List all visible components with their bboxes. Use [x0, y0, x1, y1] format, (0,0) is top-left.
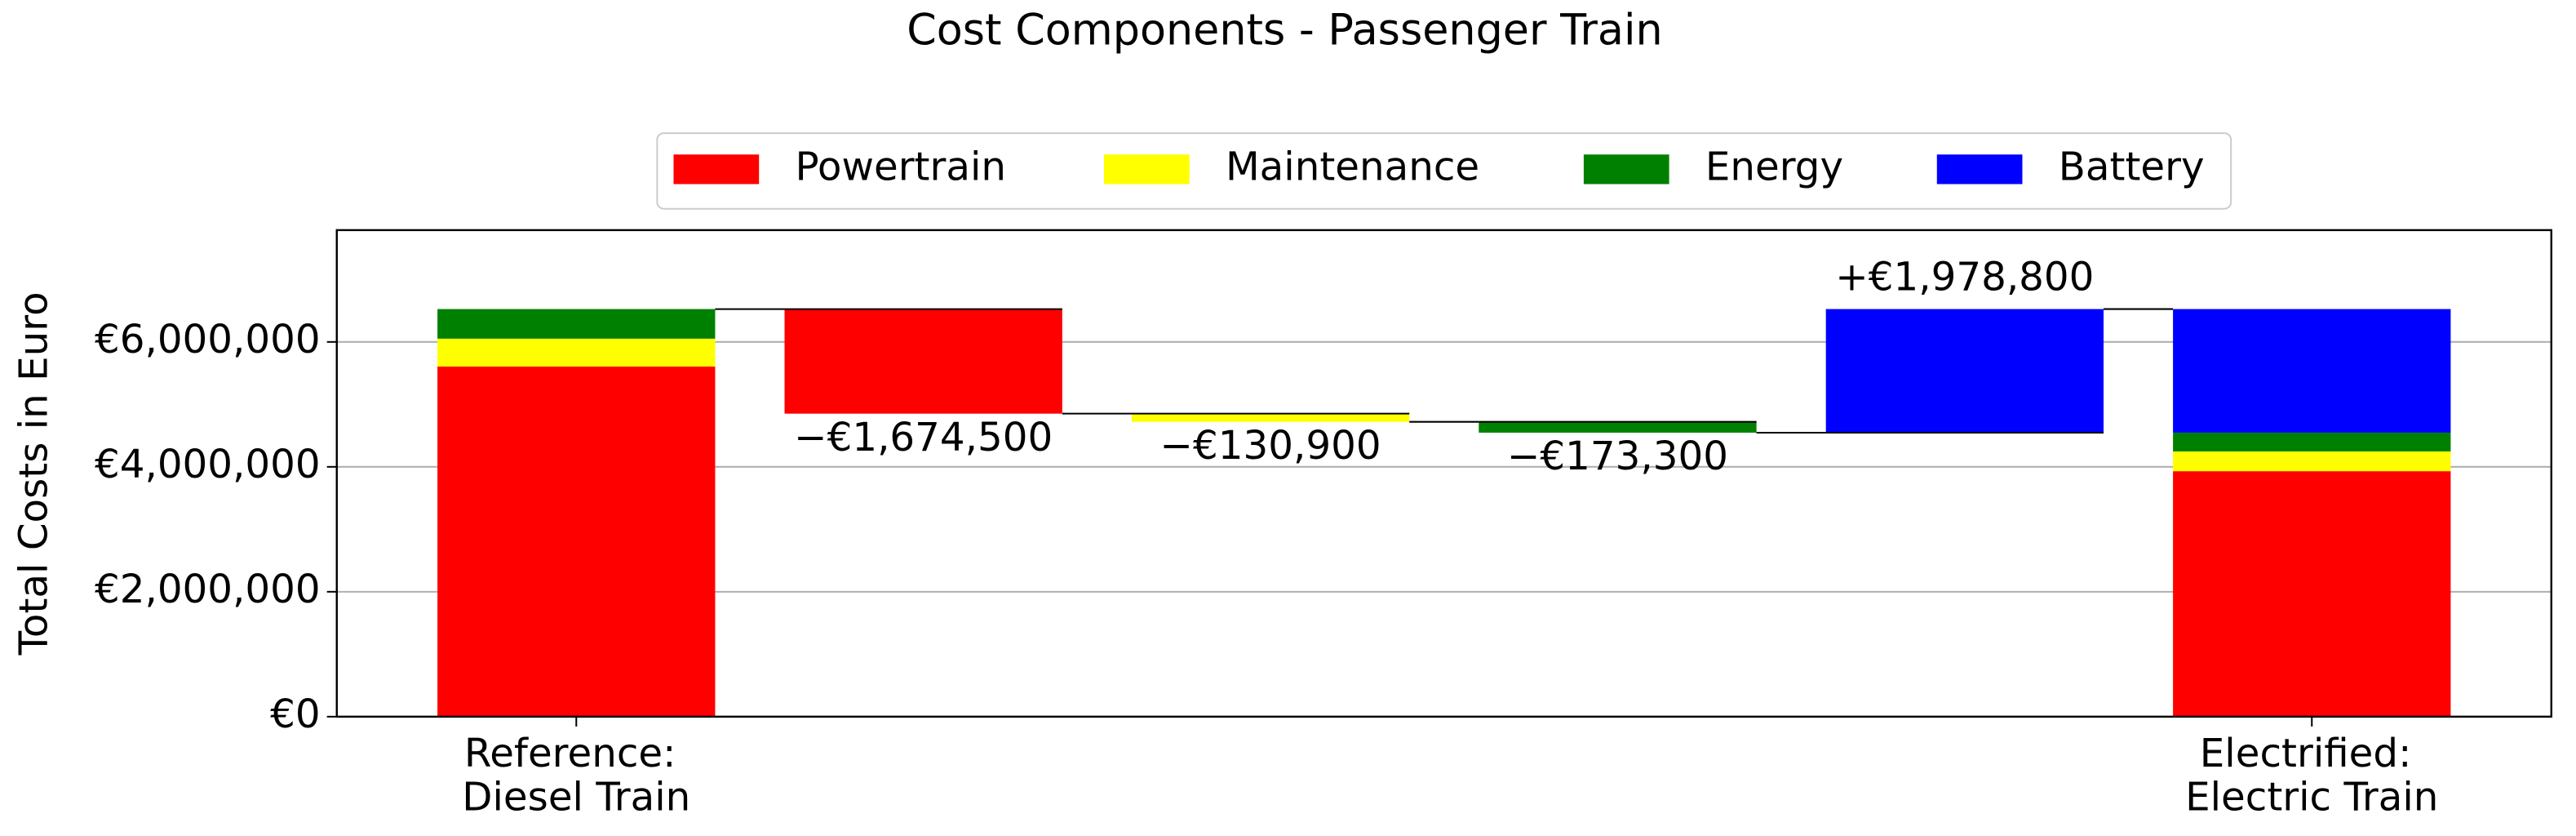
legend-swatch [673, 154, 760, 185]
x-tick-label: Electrified: Electric Train [2185, 731, 2438, 820]
y-tick-label: €6,000,000 [95, 317, 321, 362]
legend-swatch [1936, 154, 2023, 185]
stacked-segment [437, 309, 716, 339]
stacked-segment [2173, 432, 2451, 451]
stacked-segment [2173, 471, 2451, 717]
legend-swatch [1583, 154, 1669, 185]
value-label: −€130,900 [1160, 423, 1381, 469]
value-label: −€1,674,500 [794, 415, 1053, 460]
y-tick-label: €2,000,000 [95, 567, 321, 612]
value-label: −€173,300 [1507, 434, 1728, 479]
stacked-segment [2173, 309, 2451, 433]
legend-box [656, 132, 2232, 210]
step-bar [1479, 421, 1757, 433]
legend-swatch [1104, 154, 1190, 185]
legend-label: Powertrain [795, 144, 1006, 189]
y-tick-label: €0 [270, 691, 320, 737]
step-bar [784, 309, 1062, 414]
stacked-segment [437, 338, 716, 367]
legend-label: Maintenance [1226, 144, 1479, 189]
chart-title: Cost Components - Passenger Train [907, 5, 1662, 55]
stacked-segment [2173, 451, 2451, 472]
step-bar [1825, 309, 2104, 433]
value-label: +€1,978,800 [1835, 254, 2094, 300]
plot-frame [335, 229, 2552, 718]
legend-label: Battery [2059, 144, 2205, 189]
y-axis-label: Total Costs in Euro [11, 291, 56, 656]
legend-label: Energy [1705, 144, 1843, 189]
y-tick-label: €4,000,000 [95, 442, 321, 487]
step-bar [1131, 413, 1410, 422]
stacked-segment [437, 367, 716, 717]
x-tick-label: Reference: Diesel Train [462, 731, 690, 820]
